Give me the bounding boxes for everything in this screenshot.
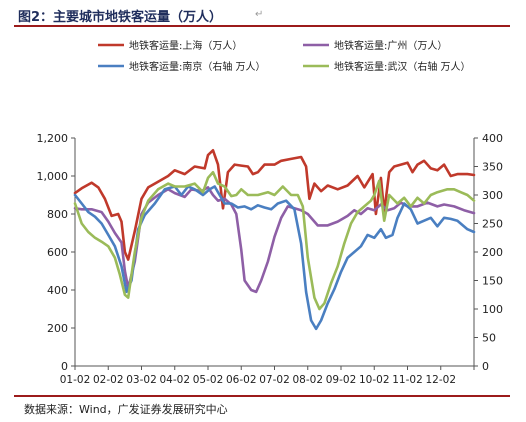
legend-label: 地铁客运量:南京（右轴 万人） [129,60,266,73]
x-tick-label: 09-02 [326,374,357,386]
left-y-tick-label: 1,200 [37,132,69,145]
x-tick-label: 01-02 [60,374,91,386]
right-y-tick-label: 0 [482,360,489,373]
left-y-tick-label: 400 [47,284,68,297]
right-y-tick-label: 200 [482,246,503,259]
left-y-tick-label: 200 [47,322,68,335]
legend-label: 地铁客运量:广州（万人） [334,39,447,52]
x-tick-label: 06-02 [226,374,257,386]
footer-divider [14,395,510,397]
right-y-tick-label: 300 [482,189,503,202]
x-tick-label: 04-02 [159,374,190,386]
x-tick-label: 11-02 [392,374,423,386]
x-tick-label: 05-02 [193,374,224,386]
x-tick-label: 12-02 [425,374,456,386]
right-y-tick-label: 350 [482,161,503,174]
legend-label: 地铁客运量:上海（万人） [129,39,242,52]
left-y-tick-label: 800 [47,208,68,221]
x-tick-label: 03-02 [126,374,157,386]
left-y-tick-label: 600 [47,246,68,259]
figure-title: 图2：主要城市地铁客运量（万人） [18,10,223,25]
x-tick-label: 02-02 [93,374,124,386]
right-y-tick-label: 100 [482,303,503,316]
left-y-tick-label: 1,000 [37,170,69,183]
right-y-tick-label: 250 [482,218,503,231]
x-tick-label: 10-02 [359,374,390,386]
left-y-tick-label: 0 [61,360,68,373]
right-y-tick-label: 150 [482,275,503,288]
chart-legend: 地铁客运量:上海（万人） 地铁客运量:广州（万人） 地铁客运量:南京（右轴 万人） 地… [98,39,471,73]
paragraph-mark-icon: ↵ [255,9,264,20]
series-line-4 [73,170,476,311]
legend-label: 地铁客运量:武汉（右轴 万人） [334,60,471,73]
source-note: 数据来源：Wind，广发证券发展研究中心 [24,403,228,416]
line-chart: 地铁客运量:上海（万人） 地铁客运量:广州（万人） 地铁客运量:南京（右轴 万人） 地… [37,39,504,386]
x-tick-label: 08-02 [292,374,323,386]
right-y-tick-label: 400 [482,132,503,145]
right-y-tick-label: 50 [482,332,496,345]
plot-area: 0 200 400 600 800 1,000 1,200 0 50 100 150 200 250 30… [37,132,504,386]
title-divider [14,25,510,27]
x-tick-label: 07-02 [259,374,290,386]
series-line-1 [73,149,476,261]
